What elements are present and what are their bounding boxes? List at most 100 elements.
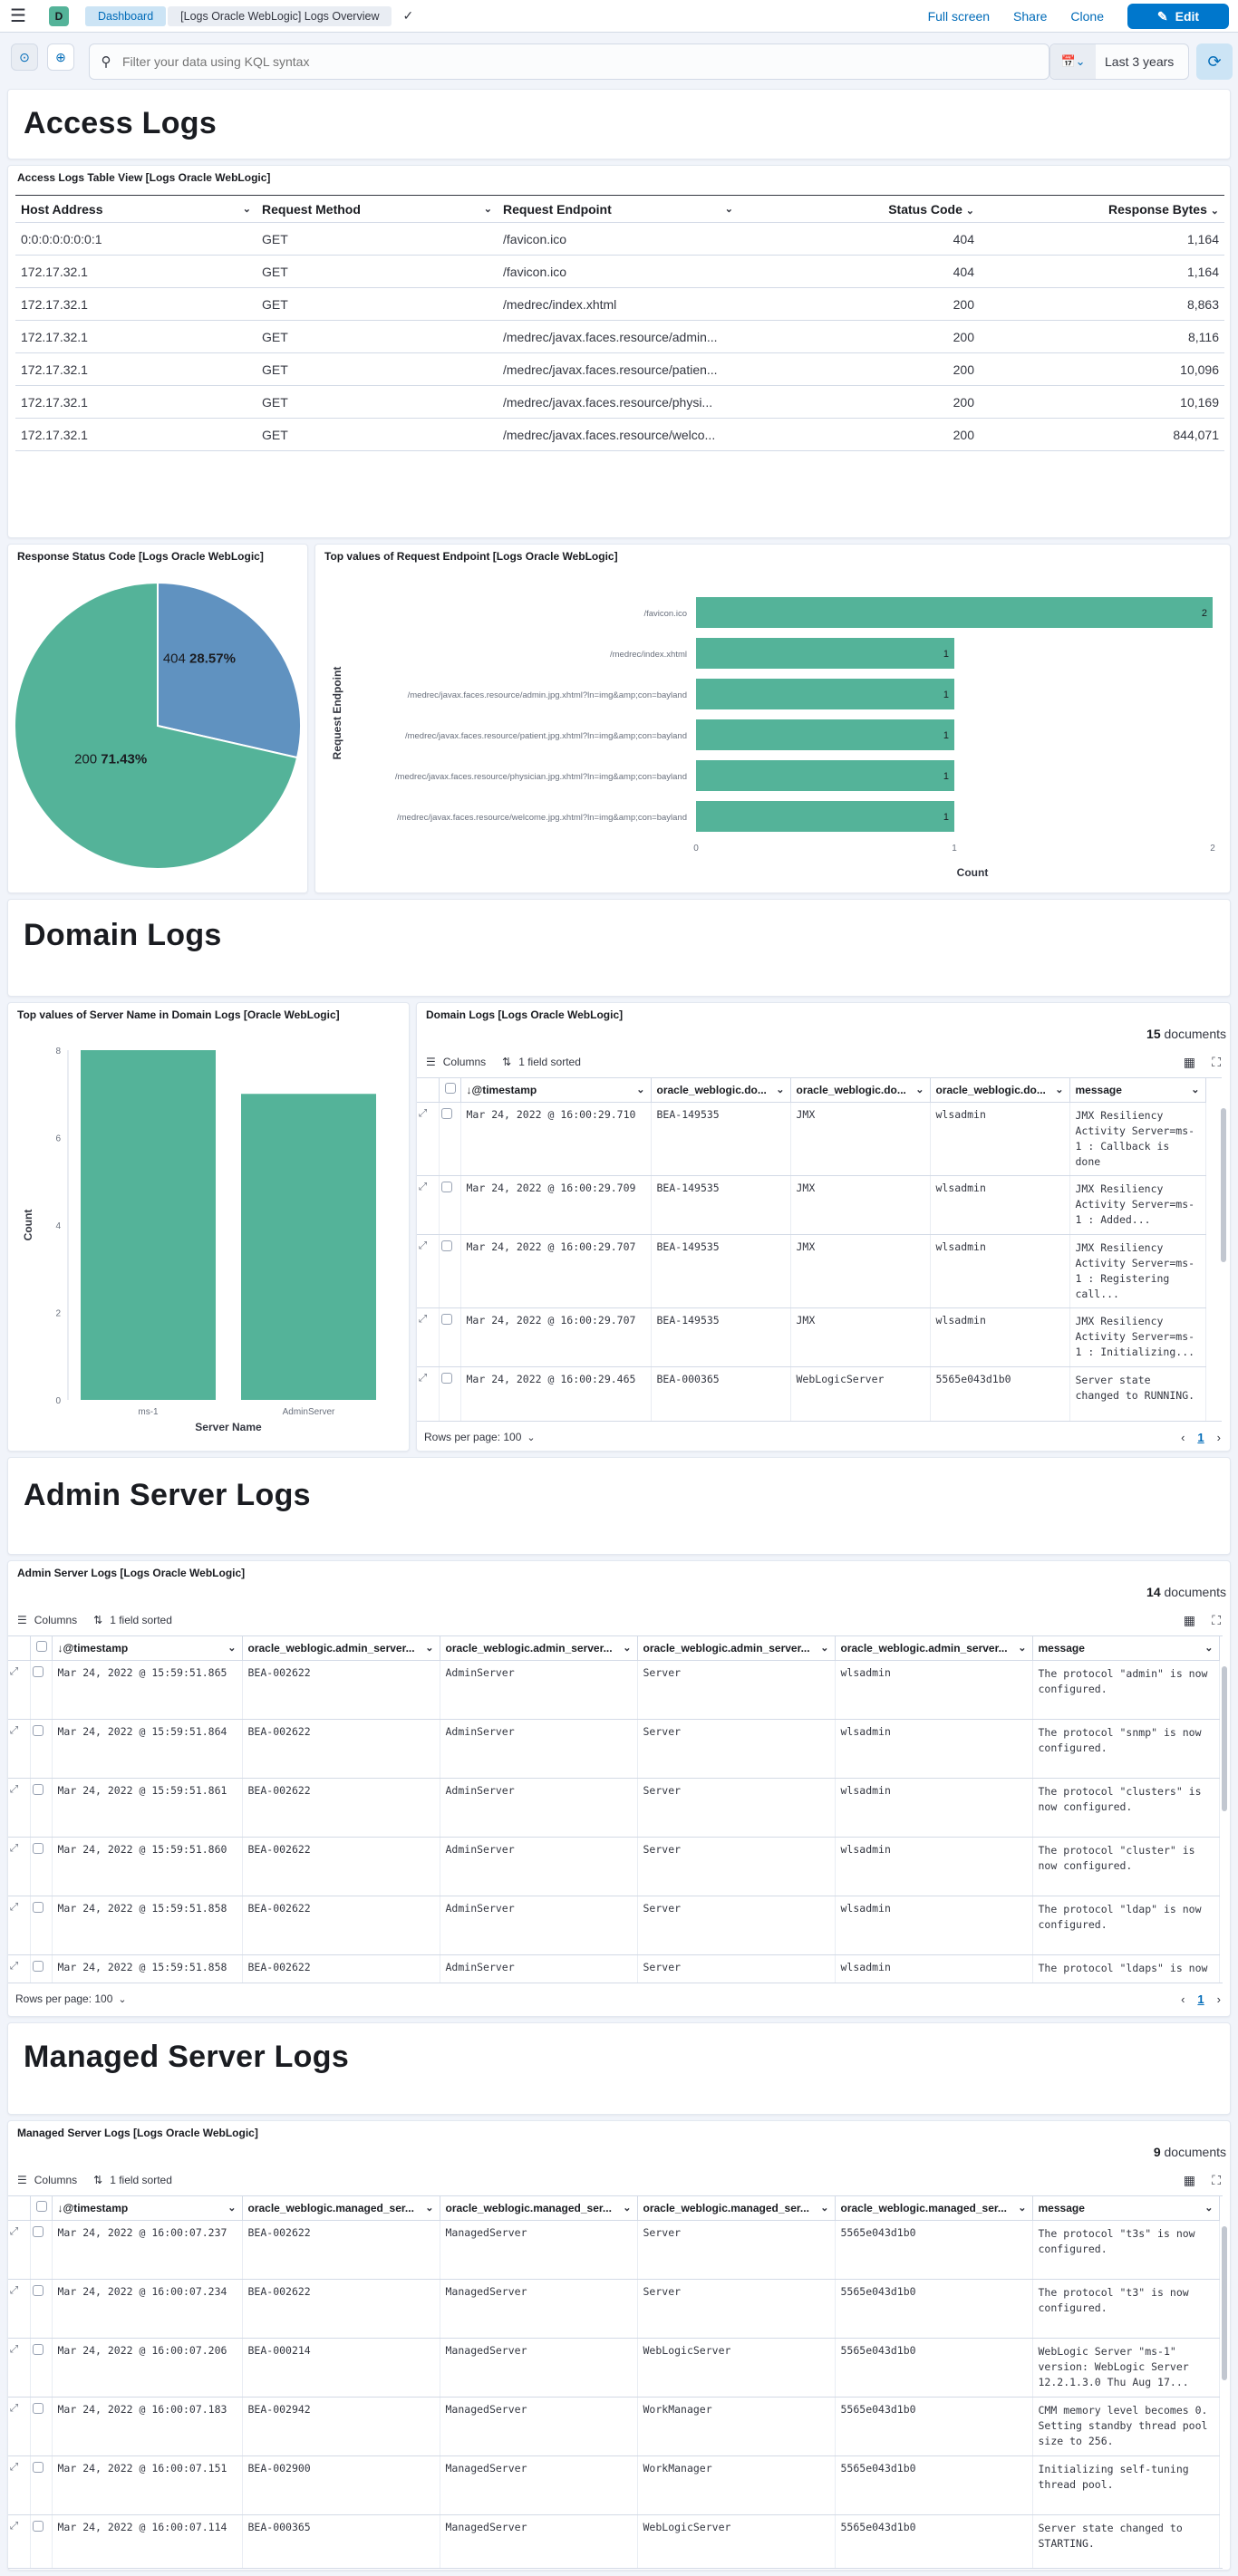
checkbox[interactable] bbox=[35, 1641, 47, 1653]
checkbox[interactable] bbox=[32, 1842, 44, 1854]
row-checkbox[interactable] bbox=[30, 1954, 53, 1983]
columns-button[interactable]: ☰ Columns bbox=[426, 1056, 487, 1068]
column-header[interactable]: oracle_weblogic.managed_ser... ⌄ bbox=[440, 2196, 638, 2221]
date-picker[interactable]: 📅⌄ Last 3 years bbox=[1049, 43, 1189, 80]
full-screen-link[interactable]: Full screen bbox=[927, 9, 991, 24]
prev-page-icon[interactable]: ‹ bbox=[1181, 1992, 1185, 2006]
sort-button[interactable]: ⇅ 1 field sorted bbox=[502, 1056, 581, 1068]
row-checkbox[interactable] bbox=[30, 2338, 53, 2398]
row-checkbox[interactable] bbox=[439, 1234, 461, 1308]
expand-icon[interactable]: ⤢ bbox=[417, 1175, 440, 1235]
scrollbar[interactable] bbox=[1222, 1666, 1227, 1811]
bar[interactable] bbox=[696, 597, 1213, 628]
bar[interactable] bbox=[241, 1094, 376, 1400]
select-all-checkbox[interactable] bbox=[30, 2196, 53, 2221]
next-page-icon[interactable]: › bbox=[1216, 1430, 1221, 1444]
expand-icon[interactable]: ⤢ bbox=[417, 1366, 440, 1421]
current-page[interactable]: 1 bbox=[1197, 1992, 1204, 2006]
rows-per-page[interactable]: Rows per page: 100 bbox=[15, 1992, 113, 2005]
row-checkbox[interactable] bbox=[30, 2455, 53, 2515]
column-header[interactable]: oracle_weblogic.do... ⌄ bbox=[651, 1078, 791, 1103]
pie-slice-404[interactable] bbox=[157, 581, 302, 759]
row-checkbox[interactable] bbox=[30, 2279, 53, 2339]
expand-icon[interactable]: ⤢ bbox=[8, 1719, 31, 1779]
row-checkbox[interactable] bbox=[30, 1719, 53, 1779]
expand-icon[interactable]: ⤢ bbox=[8, 2220, 31, 2280]
density-icon[interactable]: ▦ bbox=[1183, 2172, 1195, 2187]
row-checkbox[interactable] bbox=[439, 1102, 461, 1176]
expand-icon[interactable]: ⤢ bbox=[8, 2514, 31, 2568]
density-icon[interactable]: ▦ bbox=[1183, 1612, 1195, 1627]
column-header[interactable]: message ⌄ bbox=[1069, 1078, 1206, 1103]
sort-button[interactable]: ⇅ 1 field sorted bbox=[93, 2174, 172, 2186]
share-link[interactable]: Share bbox=[1013, 9, 1048, 24]
column-header[interactable]: oracle_weblogic.admin_server... ⌄ bbox=[242, 1636, 440, 1661]
expand-icon[interactable]: ⤢ bbox=[417, 1234, 440, 1308]
column-header[interactable]: Status Code ⌄ bbox=[739, 195, 980, 223]
select-all-checkbox[interactable] bbox=[30, 1636, 53, 1661]
space-avatar[interactable]: D bbox=[49, 5, 69, 26]
column-header[interactable]: message ⌄ bbox=[1032, 1636, 1220, 1661]
column-header[interactable]: Host Address ⌄ bbox=[15, 195, 256, 223]
bar[interactable] bbox=[696, 719, 954, 750]
current-page[interactable]: 1 bbox=[1197, 1430, 1204, 1444]
expand-icon[interactable]: ⤢ bbox=[8, 2455, 31, 2515]
column-header[interactable]: Response Bytes ⌄ bbox=[980, 195, 1224, 223]
fullscreen-icon[interactable]: ⛶ bbox=[1212, 1054, 1221, 1069]
expand-icon[interactable]: ⤢ bbox=[417, 1307, 440, 1367]
checkbox[interactable] bbox=[32, 2461, 44, 2473]
menu-icon[interactable]: ☰ bbox=[10, 6, 26, 26]
columns-button[interactable]: ☰ Columns bbox=[17, 1614, 78, 1626]
expand-icon[interactable]: ⤢ bbox=[417, 1102, 440, 1176]
checkbox[interactable] bbox=[32, 1783, 44, 1795]
checkbox[interactable] bbox=[32, 2225, 44, 2237]
expand-icon[interactable]: ⤢ bbox=[8, 1660, 31, 1720]
kql-search-input[interactable] bbox=[122, 54, 938, 69]
next-page-icon[interactable]: › bbox=[1216, 1992, 1221, 2006]
checkbox[interactable] bbox=[440, 1240, 452, 1251]
column-header[interactable]: oracle_weblogic.admin_server... ⌄ bbox=[835, 1636, 1033, 1661]
checkbox[interactable] bbox=[32, 2520, 44, 2532]
row-checkbox[interactable] bbox=[30, 2397, 53, 2456]
bar[interactable] bbox=[81, 1050, 216, 1400]
calendar-icon[interactable]: 📅⌄ bbox=[1050, 44, 1096, 79]
row-checkbox[interactable] bbox=[439, 1307, 461, 1367]
clone-link[interactable]: Clone bbox=[1070, 9, 1104, 24]
add-filter-button[interactable]: ⊕ bbox=[47, 43, 74, 71]
pie-chart[interactable]: 404 28.57% 200 71.43% bbox=[8, 564, 307, 891]
row-checkbox[interactable] bbox=[30, 2514, 53, 2568]
fullscreen-icon[interactable]: ⛶ bbox=[1212, 2172, 1221, 2187]
column-header[interactable]: oracle_weblogic.managed_ser... ⌄ bbox=[242, 2196, 440, 2221]
server-name-bar-chart[interactable]: 0 2 4 6 8 ms-1 AdminServer Server Name Count bbox=[8, 1023, 409, 1449]
fullscreen-icon[interactable]: ⛶ bbox=[1212, 1612, 1221, 1627]
rows-per-page[interactable]: Rows per page: 100 bbox=[424, 1431, 522, 1443]
columns-button[interactable]: ☰ Columns bbox=[17, 2174, 78, 2186]
row-checkbox[interactable] bbox=[30, 2220, 53, 2280]
row-checkbox[interactable] bbox=[30, 1660, 53, 1720]
column-header[interactable]: oracle_weblogic.admin_server... ⌄ bbox=[637, 1636, 836, 1661]
row-checkbox[interactable] bbox=[30, 1837, 53, 1896]
checkbox[interactable] bbox=[32, 1724, 44, 1736]
expand-icon[interactable]: ⤢ bbox=[8, 2397, 31, 2456]
checkbox[interactable] bbox=[32, 1901, 44, 1913]
checkbox[interactable] bbox=[35, 2201, 47, 2213]
checkbox[interactable] bbox=[32, 1960, 44, 1972]
checkbox[interactable] bbox=[32, 2343, 44, 2355]
expand-icon[interactable]: ⤢ bbox=[8, 1896, 31, 1955]
column-header[interactable]: oracle_weblogic.do... ⌄ bbox=[790, 1078, 931, 1103]
checkbox[interactable] bbox=[32, 2402, 44, 2414]
checkbox[interactable] bbox=[440, 1313, 452, 1325]
column-header[interactable]: ↓ @timestamp ⌄ bbox=[52, 1636, 243, 1661]
checkbox[interactable] bbox=[440, 1107, 452, 1119]
bar[interactable] bbox=[696, 679, 954, 709]
prev-page-icon[interactable]: ‹ bbox=[1181, 1430, 1185, 1444]
expand-icon[interactable]: ⤢ bbox=[8, 2279, 31, 2339]
checkbox[interactable] bbox=[440, 1181, 452, 1192]
column-header[interactable]: oracle_weblogic.admin_server... ⌄ bbox=[440, 1636, 638, 1661]
endpoint-bar-chart[interactable]: /favicon.ico 2/medrec/index.xhtml 1/medrec… bbox=[315, 564, 1230, 891]
bar[interactable] bbox=[696, 760, 954, 791]
expand-icon[interactable]: ⤢ bbox=[8, 1837, 31, 1896]
column-header[interactable]: Request Method ⌄ bbox=[256, 195, 498, 223]
column-header[interactable]: Request Endpoint ⌄ bbox=[498, 195, 739, 223]
refresh-button[interactable]: ⟳ bbox=[1196, 43, 1233, 80]
